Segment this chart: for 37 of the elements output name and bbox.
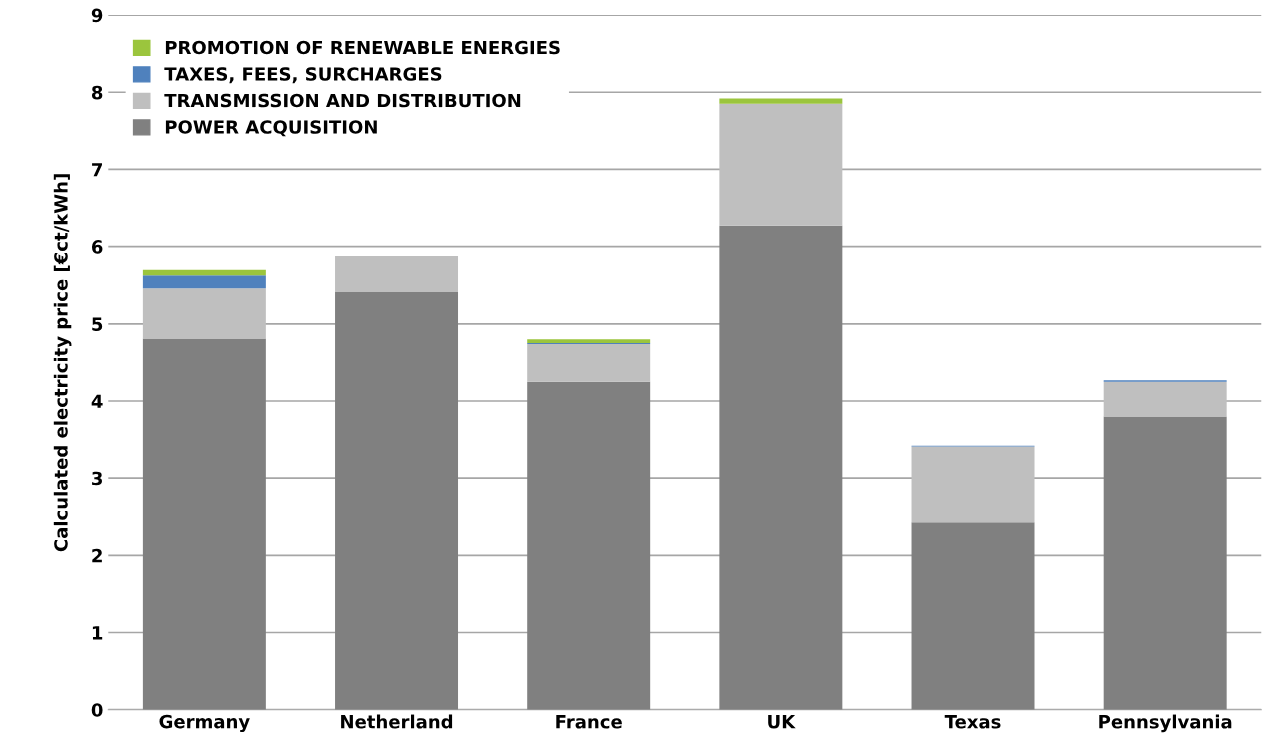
y-tick-label: 6 [91,240,103,254]
bar [1103,416,1227,710]
bar [527,343,651,382]
x-tick-label: Netherland [341,714,453,729]
legend-label: PROMOTION OF RENEWABLE ENERGIES [165,40,560,55]
legend-label: TAXES, FEES, SURCHARGES [164,67,442,84]
y-tick-label: 2 [92,548,102,563]
x-tick-label: Germany [159,714,250,733]
y-tick-label: 4 [91,394,103,408]
y-tick-label: 8 [91,85,103,100]
x-tick-label: Texas [944,715,1001,729]
y-tick-label: 9 [91,8,103,23]
y-tick-label: 1 [92,626,103,640]
bar [911,446,1035,523]
bar [1103,381,1227,417]
y-tick-label: 5 [92,317,103,331]
y-tick-label: 0 [91,703,103,717]
bar [142,269,266,276]
bar [142,288,266,339]
bar [719,225,843,710]
bar [527,339,651,344]
bar [335,255,459,292]
legend-label: TRANSMISSION AND DISTRIBUTION [164,93,521,108]
bar [527,381,651,710]
x-tick-label: France [556,715,622,729]
y-tick-label: 7 [92,163,102,177]
x-tick-label: Pennsylvania [1099,714,1232,733]
bar [142,338,266,710]
bar [719,103,843,226]
y-axis-title: Calculated electricity price [€ct/kWh] [53,174,72,552]
y-tick-label: 3 [92,471,102,486]
bar [719,98,843,104]
x-tick-label: UK [768,715,796,729]
legend-label: POWER ACQUISITION [165,120,377,137]
bar [911,522,1035,710]
bar [142,275,266,289]
bar [335,291,459,710]
